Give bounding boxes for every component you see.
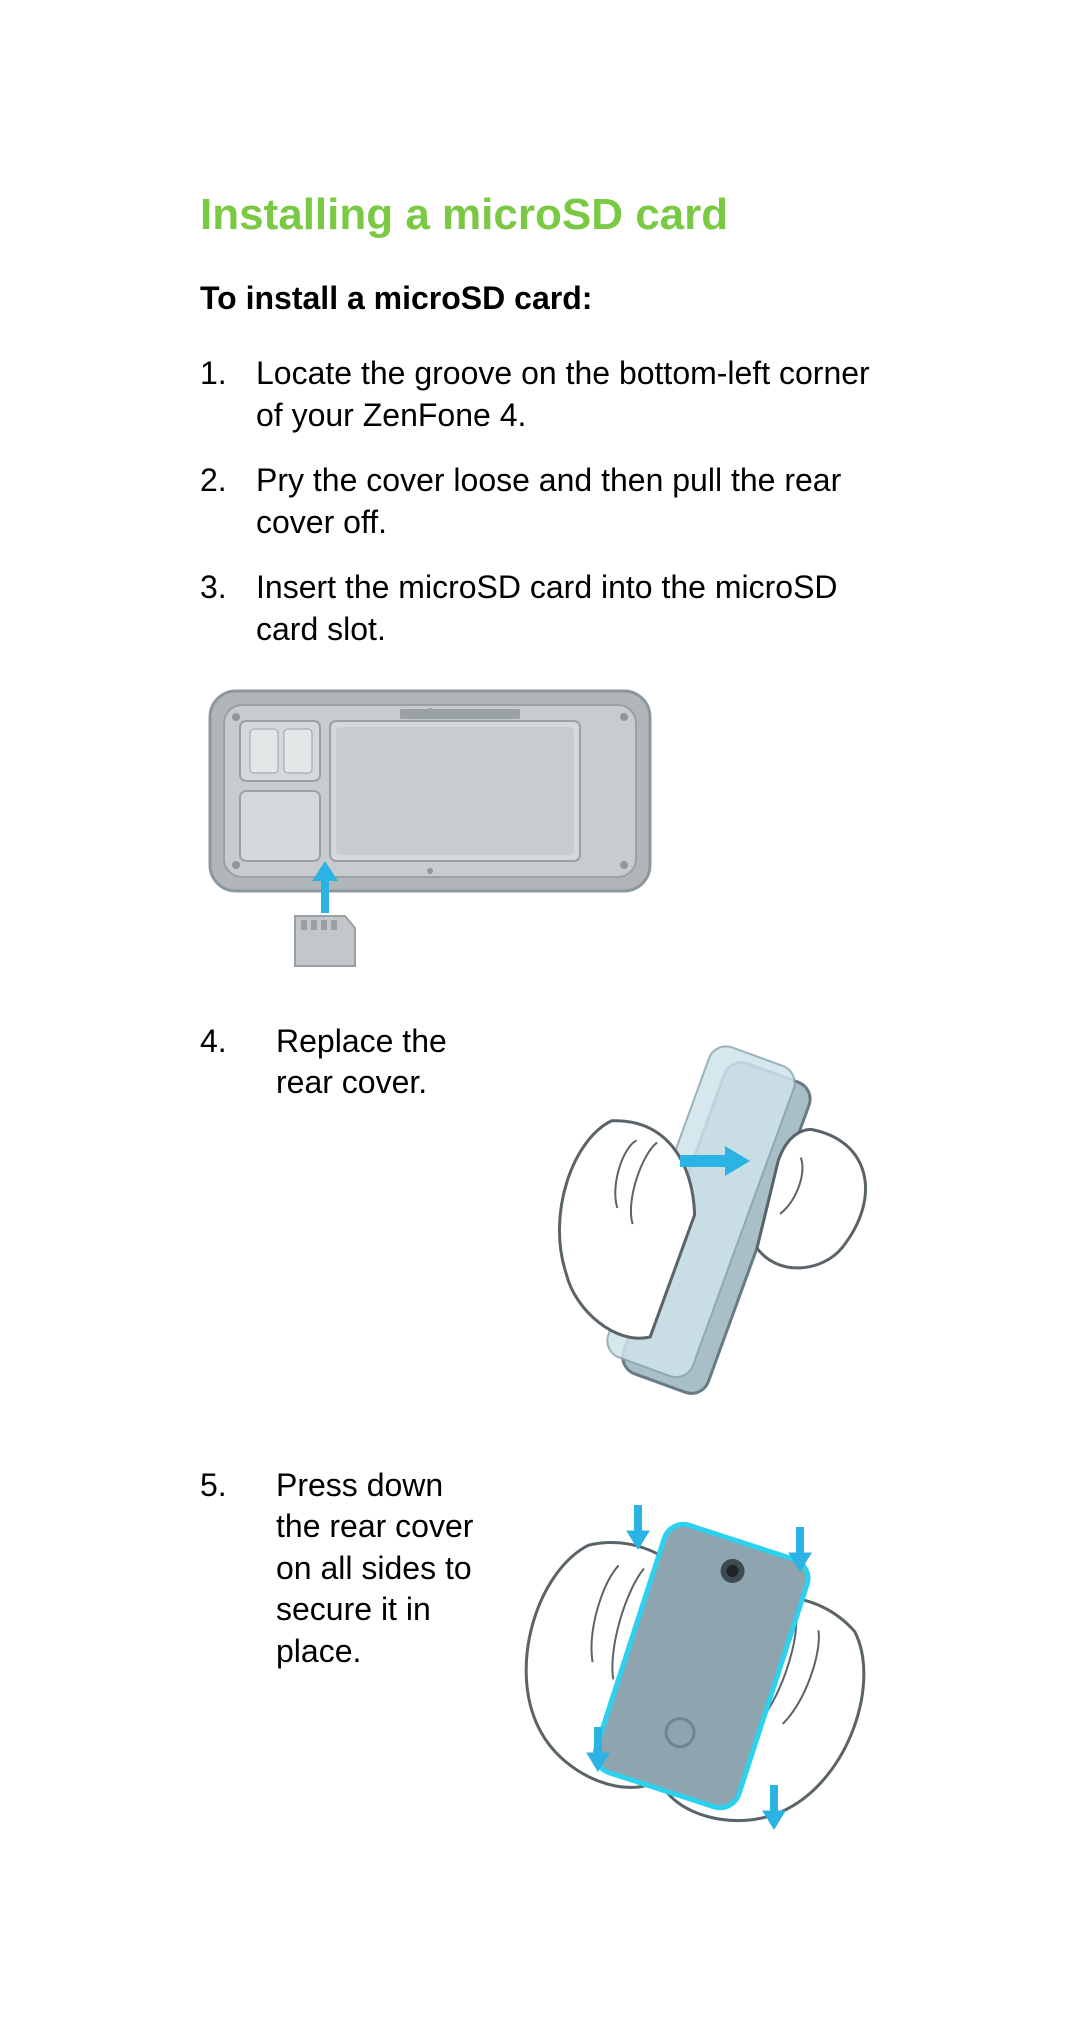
figure-press-cover bbox=[500, 1465, 900, 1845]
step-3: 3. Insert the microSD card into the micr… bbox=[200, 567, 900, 650]
step-text: Pry the cover loose and then pull the re… bbox=[256, 460, 900, 543]
press-cover-icon bbox=[500, 1465, 900, 1845]
step-number: 1. bbox=[200, 353, 256, 395]
step-2: 2. Pry the cover loose and then pull the… bbox=[200, 460, 900, 543]
step-4: 4. Replace the rear cover. bbox=[200, 1021, 900, 1441]
document-page: Installing a microSD card To install a m… bbox=[0, 0, 1080, 2036]
page-title: Installing a microSD card bbox=[200, 190, 900, 240]
step-number: 2. bbox=[200, 460, 256, 502]
step-text: Press down the rear cover on all sides t… bbox=[276, 1465, 480, 1673]
step-text: Insert the microSD card into the microSD… bbox=[256, 567, 900, 650]
hands-replace-cover-icon bbox=[520, 1021, 900, 1441]
step-text: Locate the groove on the bottom-left cor… bbox=[256, 353, 900, 436]
step-number: 5. bbox=[200, 1465, 256, 1507]
step-5: 5. Press down the rear cover on all side… bbox=[200, 1465, 900, 1845]
step-number: 4. bbox=[200, 1021, 256, 1063]
step-1: 1. Locate the groove on the bottom-left … bbox=[200, 353, 900, 436]
step-text: Replace the rear cover. bbox=[276, 1021, 500, 1104]
section-subtitle: To install a microSD card: bbox=[200, 280, 900, 317]
step-number: 3. bbox=[200, 567, 256, 609]
figure-phone-open bbox=[200, 681, 900, 981]
steps-list: 1. Locate the groove on the bottom-left … bbox=[200, 353, 900, 1845]
figure-hands-replace-cover bbox=[520, 1021, 900, 1441]
phone-open-illustration-icon bbox=[200, 681, 680, 981]
